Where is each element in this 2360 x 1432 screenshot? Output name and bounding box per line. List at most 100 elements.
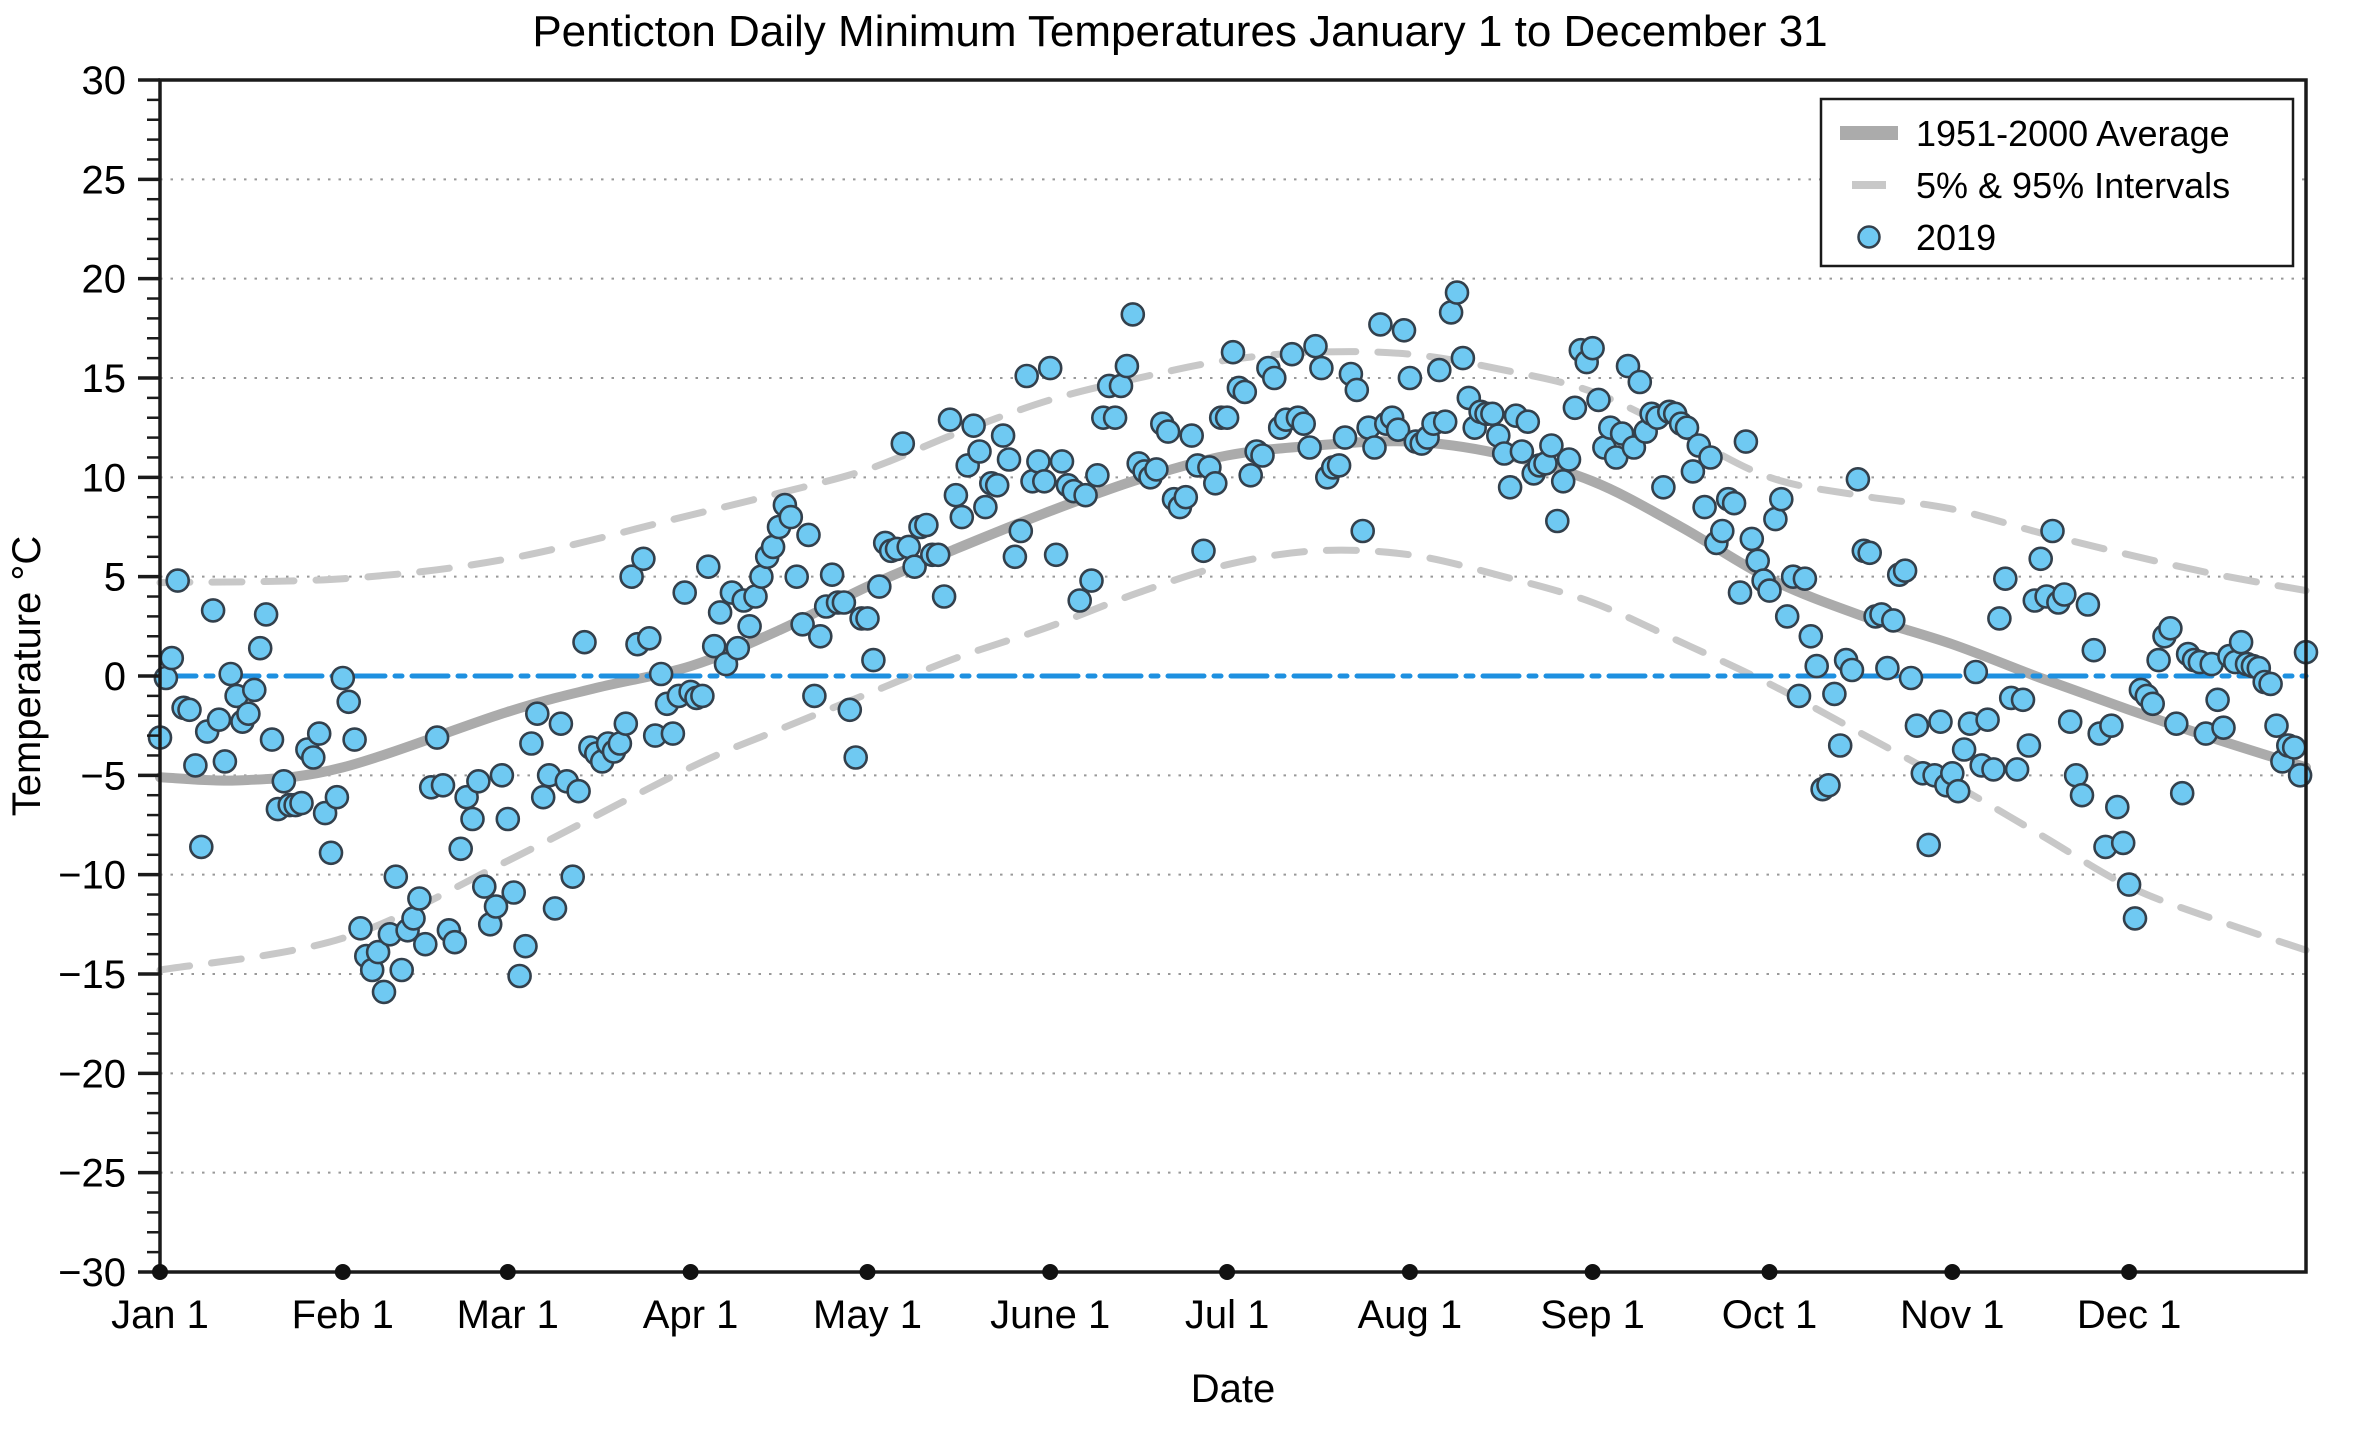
data-point bbox=[802, 683, 827, 709]
data-point bbox=[560, 864, 586, 890]
data-point bbox=[902, 554, 927, 580]
data-point bbox=[430, 772, 456, 798]
chart-title: Penticton Daily Minimum Temperatures Jan… bbox=[532, 7, 1827, 56]
data-point bbox=[247, 635, 273, 661]
data-point bbox=[1586, 387, 1611, 413]
data-point bbox=[1179, 423, 1204, 448]
data-point bbox=[1303, 333, 1328, 359]
data-point bbox=[1350, 518, 1375, 544]
month-marker bbox=[859, 1264, 876, 1280]
data-point bbox=[501, 880, 527, 905]
x-tick-label: Aug 1 bbox=[1358, 1293, 1463, 1337]
data-point bbox=[790, 611, 815, 637]
data-point bbox=[931, 584, 957, 609]
data-point bbox=[937, 407, 963, 433]
data-point bbox=[1114, 353, 1140, 379]
data-point bbox=[1545, 508, 1570, 534]
data-point bbox=[1951, 737, 1977, 762]
data-point bbox=[2146, 647, 2171, 673]
x-tick-label: Jan 1 bbox=[111, 1293, 209, 1337]
data-point bbox=[1904, 713, 1930, 739]
data-point bbox=[1692, 494, 1717, 520]
data-point bbox=[306, 721, 332, 746]
data-point bbox=[2169, 780, 2195, 806]
month-marker bbox=[334, 1264, 351, 1280]
data-point bbox=[2028, 546, 2053, 572]
data-point bbox=[1450, 345, 1476, 371]
data-point bbox=[2164, 711, 2189, 737]
data-point bbox=[1898, 665, 1924, 691]
data-point bbox=[1733, 429, 1759, 454]
data-point bbox=[1032, 468, 1057, 494]
data-point bbox=[1739, 526, 1765, 552]
month-marker bbox=[1584, 1264, 1601, 1280]
x-tick-label: Apr 1 bbox=[643, 1293, 739, 1337]
x-tick-label: Mar 1 bbox=[457, 1293, 559, 1337]
data-point bbox=[2099, 713, 2124, 739]
data-point bbox=[212, 749, 238, 774]
data-point bbox=[925, 542, 951, 568]
data-point bbox=[1963, 659, 1989, 685]
data-point bbox=[2040, 518, 2065, 544]
data-point bbox=[2110, 830, 2136, 856]
data-point bbox=[1480, 401, 1505, 427]
data-point bbox=[412, 931, 438, 957]
month-marker bbox=[1761, 1264, 1778, 1280]
data-point bbox=[1786, 683, 1812, 709]
data-point bbox=[1916, 832, 1941, 858]
data-point bbox=[371, 979, 397, 1005]
data-point bbox=[996, 447, 1022, 472]
x-axis-label: Date bbox=[1191, 1367, 1276, 1411]
data-point bbox=[672, 580, 698, 605]
y-tick-label: 25 bbox=[82, 158, 127, 202]
data-point bbox=[566, 778, 591, 804]
data-point bbox=[1085, 462, 1110, 488]
data-point bbox=[2010, 687, 2036, 713]
month-marker bbox=[499, 1264, 516, 1280]
data-point bbox=[542, 896, 568, 921]
data-point bbox=[701, 633, 727, 659]
data-point bbox=[990, 423, 1016, 448]
month-marker bbox=[1401, 1264, 1418, 1280]
data-point bbox=[2116, 872, 2142, 897]
data-point bbox=[253, 602, 279, 627]
x-axis-ticks: Jan 1 Feb 1 Mar 1 Apr 1 May 1 June 1 Jul 1 Aug … bbox=[111, 1264, 2181, 1337]
data-point bbox=[1774, 604, 1800, 629]
data-point bbox=[1002, 544, 1028, 570]
data-point bbox=[460, 806, 485, 832]
data-point bbox=[1067, 588, 1092, 613]
data-point bbox=[690, 683, 715, 709]
data-point bbox=[1385, 417, 1411, 443]
data-point bbox=[236, 701, 261, 727]
data-point bbox=[1397, 365, 1423, 391]
data-point bbox=[448, 836, 474, 862]
y-tick-label: −20 bbox=[58, 1052, 126, 1096]
data-point bbox=[1945, 778, 1971, 804]
legend-box bbox=[1819, 97, 2295, 268]
data-point bbox=[330, 665, 356, 691]
data-point bbox=[165, 568, 190, 593]
data-point bbox=[660, 721, 686, 746]
data-point bbox=[1763, 506, 1788, 532]
data-point bbox=[1432, 409, 1458, 435]
y-axis-label: Temperature °C bbox=[5, 536, 49, 817]
x-tick-label: Oct 1 bbox=[1722, 1293, 1818, 1337]
data-point bbox=[2057, 709, 2083, 735]
data-point bbox=[2105, 794, 2130, 820]
y-tick-label: 10 bbox=[82, 456, 127, 500]
data-point bbox=[749, 564, 774, 590]
data-point bbox=[200, 598, 226, 623]
legend-label-2019: 2019 bbox=[1916, 217, 1996, 258]
data-point bbox=[389, 957, 415, 983]
data-point bbox=[2211, 715, 2236, 741]
data-point bbox=[383, 864, 409, 890]
data-point bbox=[1043, 542, 1069, 568]
scatter-2019-points bbox=[147, 280, 2319, 1005]
data-point bbox=[1710, 518, 1735, 544]
data-point bbox=[861, 647, 886, 673]
data-point bbox=[1497, 474, 1523, 500]
data-point bbox=[572, 629, 597, 655]
data-point bbox=[424, 725, 450, 750]
